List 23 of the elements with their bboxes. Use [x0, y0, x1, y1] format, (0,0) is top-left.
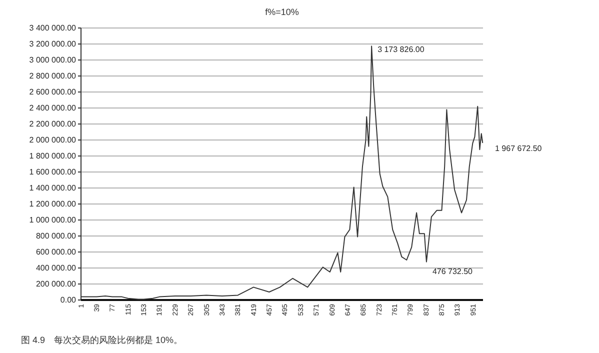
y-tick-label: 800 000.00	[36, 232, 77, 241]
y-tick-label: 200 000.00	[36, 280, 77, 289]
y-tick-label: 2 600 000.00	[29, 88, 77, 97]
y-tick-label: 2 400 000.00	[29, 104, 77, 113]
y-tick-label: 1 600 000.00	[29, 168, 77, 177]
y-tick-label: 2 800 000.00	[29, 72, 77, 81]
y-tick-label: 1 800 000.00	[29, 152, 77, 161]
chart-title: f%=10%	[265, 7, 299, 17]
y-tick-label: 3 000 000.00	[29, 56, 77, 65]
annotation: 3 173 826.00	[378, 45, 425, 54]
y-tick-label: 1 200 000.00	[29, 200, 77, 209]
caption: 图 4.9 每次交易的风险比例都是 10%。	[21, 335, 183, 345]
y-tick-label: 2 000 000.00	[29, 136, 77, 145]
y-tick-label: 3 200 000.00	[29, 40, 77, 49]
annotation: 476 732.50	[432, 266, 474, 276]
y-tick-label: 2 200 000.00	[29, 120, 77, 129]
y-tick-label: 1 400 000.00	[29, 184, 77, 193]
y-tick-label: 0.00	[60, 296, 77, 305]
y-tick-label: 3 400 000.00	[29, 24, 77, 33]
annotation: 1 967 672.50	[495, 144, 542, 154]
y-tick-label: 600 000.00	[36, 248, 77, 257]
y-tick-label: 400 000.00	[36, 264, 77, 273]
y-tick-label: 1 000 000.00	[29, 216, 77, 225]
